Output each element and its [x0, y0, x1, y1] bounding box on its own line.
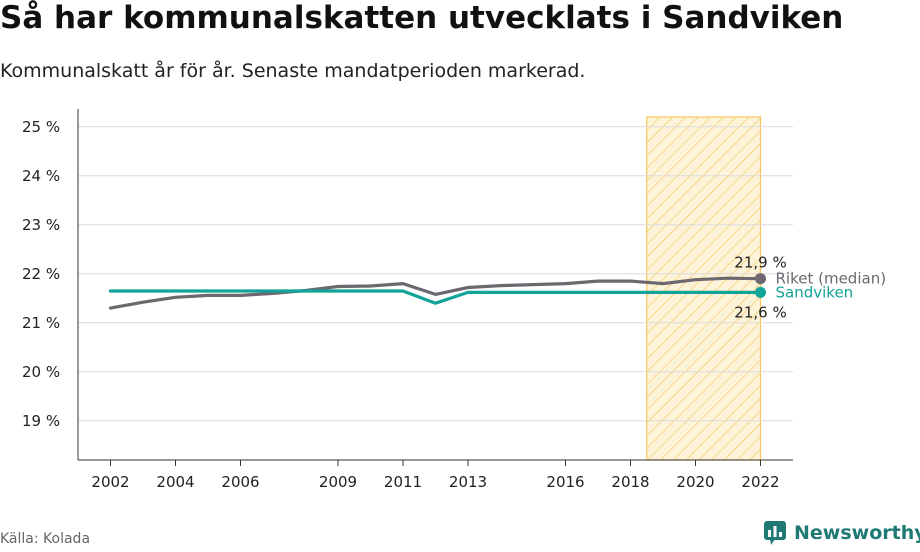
series-line-riket	[108, 276, 763, 310]
series-name-sandviken: Sandviken	[776, 283, 854, 301]
x-tick-label: 2018	[611, 473, 649, 491]
series-name-riket: Riket (median)	[776, 270, 887, 288]
newsworthy-logo-icon	[764, 521, 786, 545]
x-tick-label: 2022	[741, 473, 779, 491]
value-label-riket: 21,9 %	[734, 254, 786, 272]
y-tick-label: 19 %	[22, 412, 60, 430]
value-label-sandviken: 21,6 %	[734, 303, 786, 321]
y-tick-label: 24 %	[22, 167, 60, 185]
highlight-period	[646, 116, 762, 461]
y-tick-label: 25 %	[22, 118, 60, 136]
chart-subtitle: Kommunalskatt år för år. Senaste mandatp…	[0, 60, 586, 82]
chart-title: Så har kommunalskatten utvecklats i Sand…	[0, 0, 844, 36]
x-tick-label: 2002	[91, 473, 129, 491]
series-end-dot-riket	[755, 273, 766, 285]
x-tick-label: 2020	[676, 473, 714, 491]
x-tick-label: 2013	[449, 473, 487, 491]
x-tick-label: 2009	[319, 473, 357, 491]
y-tick-label: 21 %	[22, 314, 60, 332]
x-tick-label: 2016	[546, 473, 584, 491]
x-tick-label: 2006	[221, 473, 259, 491]
y-tick-label: 20 %	[22, 363, 60, 381]
y-tick-label: 23 %	[22, 216, 60, 234]
y-tick-label: 22 %	[22, 265, 60, 283]
x-tick-label: 2004	[156, 473, 194, 491]
brand-name: Newsworthy	[794, 522, 920, 544]
series-end-dot-sandviken	[755, 286, 766, 298]
brand: Newsworthy	[764, 521, 920, 545]
series-line-sandviken	[108, 289, 763, 305]
x-tick-label: 2011	[384, 473, 422, 491]
source-note: Källa: Kolada	[0, 531, 91, 547]
